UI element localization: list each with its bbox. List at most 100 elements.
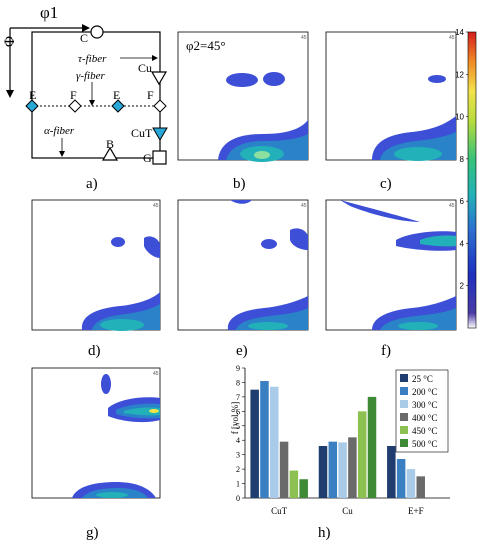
colorbar-tick-label: 14 — [455, 28, 464, 37]
legend-label: 400 °C — [412, 413, 437, 423]
e-point-label-left: E — [29, 88, 36, 102]
odf-blob — [226, 73, 258, 87]
odf-blob — [144, 236, 160, 258]
Phi-label: Φ — [2, 36, 18, 47]
legend-swatch — [400, 426, 408, 434]
phi1-arrowhead — [82, 24, 90, 32]
g-point-label: G — [143, 151, 152, 165]
odf-blob — [111, 237, 125, 247]
odf-blob — [420, 235, 456, 247]
odf-panel-f: 45 f) — [325, 199, 457, 359]
panel-label-d: d) — [88, 343, 101, 359]
legend-swatch — [400, 413, 408, 421]
bar-y-tick-label: 5 — [236, 422, 240, 431]
f-point-marker-right — [153, 99, 167, 113]
odf-blob — [149, 409, 159, 413]
cut-point-marker — [152, 127, 168, 141]
legend-label: 300 °C — [412, 400, 437, 410]
odf-panel-g: 45 g) — [31, 367, 161, 541]
odf-blob — [254, 151, 270, 159]
colorbar: 14 12 10 8 6 4 2 — [455, 28, 477, 329]
odf-panel-c: 45 c) — [325, 31, 457, 192]
f-point-marker-left — [68, 99, 82, 113]
bar-marks: CuT Cu E+F — [250, 381, 425, 516]
legend-label: 200 °C — [412, 387, 437, 397]
odf-blob — [101, 374, 111, 394]
colorbar-ticks: 14 12 10 8 6 4 2 — [455, 28, 468, 291]
odf-corner-c: 45 — [449, 35, 455, 41]
odf-panel-e: 45 e) — [177, 199, 309, 359]
legend-swatch — [400, 374, 408, 382]
bar-category-label: E+F — [408, 506, 424, 516]
legend-swatch — [400, 439, 408, 447]
b-point-marker — [101, 146, 119, 161]
odf-frame-g — [31, 367, 161, 499]
bar-cut-s0 — [250, 389, 259, 498]
f-point-label-right: F — [147, 88, 154, 102]
bar-ef-s3 — [416, 476, 425, 498]
bar-cu-s0 — [318, 446, 328, 498]
legend-swatch — [400, 387, 408, 395]
cut-point-label: CuT — [131, 126, 153, 140]
bar-legend: 25 °C 200 °C 300 °C 400 °C 450 °C 500 °C — [395, 369, 449, 453]
odf-blob — [398, 322, 438, 330]
odf-blob — [96, 492, 128, 498]
bar-ef-s1 — [396, 459, 406, 498]
odf-blob — [261, 239, 277, 249]
bar-y-tick-label: 7 — [236, 393, 240, 402]
c-point-label: C — [80, 31, 88, 45]
odf-contours-g — [72, 374, 160, 498]
bar-cu-s1 — [328, 441, 338, 498]
bar-ef-s2 — [406, 469, 416, 498]
panel-label-h: h) — [318, 525, 331, 541]
bar-y-tick-label: 9 — [236, 364, 240, 373]
odf-contours-b — [218, 72, 308, 162]
e-point-label-right: E — [113, 88, 120, 102]
e-point-marker-right — [111, 99, 125, 113]
odf-blob — [428, 75, 446, 83]
Phi-arrowhead — [6, 90, 14, 98]
odf-corner-e: 45 — [301, 203, 307, 209]
tau-fiber-label: τ-fiber — [78, 53, 107, 65]
bar-chart-h: 0 1 2 3 4 5 6 7 8 9 CuT Cu E+F 25 °C 200 °C 300 °C 400… — [230, 364, 450, 541]
bar-y-tick-label: 4 — [236, 436, 240, 445]
bar-cut-s4 — [289, 470, 299, 498]
odf-blob — [100, 319, 144, 331]
bar-category-label: Cu — [342, 506, 353, 516]
bar-y-tick-label: 6 — [236, 407, 240, 416]
odf-blob — [380, 308, 456, 330]
odf-corner-d: 45 — [153, 203, 159, 209]
panel-label-f: f) — [381, 343, 391, 359]
bar-cut-s3 — [279, 441, 289, 498]
panel-label-e: e) — [236, 343, 248, 359]
bar-cu-s5 — [367, 396, 377, 498]
odf-panel-b: φ2=45° 45 b) — [177, 31, 309, 192]
odf-annotation-b: φ2=45° — [186, 38, 226, 53]
odf-blob — [248, 322, 288, 330]
bar-y-tick-label: 8 — [236, 378, 240, 387]
colorbar-tick-label: 10 — [455, 113, 464, 122]
odf-panel-d: 45 d) — [31, 199, 161, 359]
g-point-marker — [152, 150, 167, 165]
panel-label-a: a) — [86, 176, 98, 192]
legend-label: 500 °C — [412, 439, 437, 449]
bar-ylabel: f [vol.%] — [230, 402, 240, 435]
odf-corner-f: 45 — [449, 203, 455, 209]
bar-axes: 0 1 2 3 4 5 6 7 8 9 — [236, 364, 450, 503]
bar-y-tick-label: 0 — [236, 494, 240, 503]
odf-blob — [340, 200, 420, 222]
odf-blob — [394, 147, 442, 161]
bar-y-tick-label: 3 — [236, 451, 240, 460]
c-point-marker — [90, 25, 104, 39]
bar-y-tick-label: 1 — [236, 480, 240, 489]
panel-label-g: g) — [86, 525, 99, 541]
odf-corner-g: 45 — [153, 371, 159, 377]
bar-cu-s4 — [357, 411, 367, 498]
bar-cut-s5 — [299, 479, 308, 498]
colorbar-tick-label: 8 — [460, 155, 465, 164]
odf-contours-c — [372, 75, 456, 161]
odf-contours-e — [227, 200, 308, 330]
colorbar-tick-label: 12 — [455, 70, 464, 79]
odf-corner-b: 45 — [301, 35, 307, 41]
schematic-panel: φ1 Φ C τ-fiber γ-fiber Cu E F E F α-fi — [2, 3, 168, 192]
